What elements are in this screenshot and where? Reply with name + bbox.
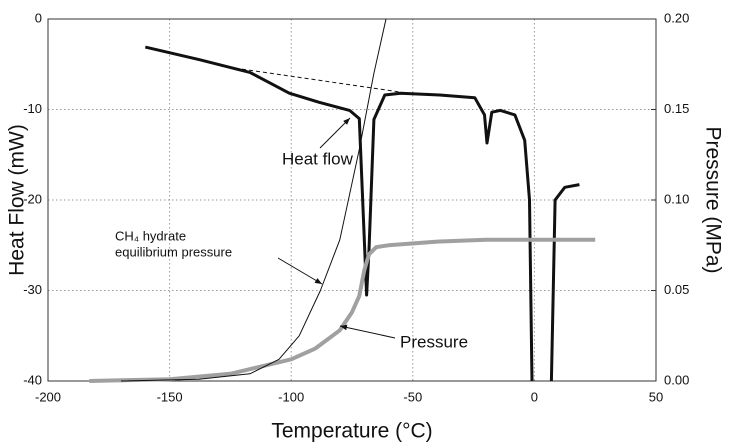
y-tick-label: -20 [23,191,42,206]
y2-tick-label: 0.10 [664,191,689,206]
annotation-arrow [277,257,323,285]
y2-tick-label: 0.15 [664,101,689,116]
y2-tick-label: 0.00 [664,372,689,387]
series-line [89,237,596,383]
x-tick-label: -200 [35,389,61,404]
x-tick-label: 50 [649,389,663,404]
annotation: CH₄ hydrate [115,228,186,243]
x-tick-label: 0 [531,389,538,404]
y2-axis-title: Pressure (MPa) [701,126,724,273]
series-line [144,45,580,382]
y-tick-label: -30 [23,282,42,297]
annotation-arrow [319,117,351,149]
annotation: equilibrium pressure [115,244,232,259]
annotation: Pressure [400,332,468,351]
y2-tick-label: 0.20 [664,10,689,25]
series-line [120,18,387,382]
annotation-arrow [339,324,396,339]
series-line [221,65,402,93]
x-axis-title: Temperature (°C) [271,420,432,443]
x-tick-label: -100 [278,389,304,404]
annotation: Heat flow [282,149,354,168]
y-axis-title: Heat Flow (mW) [6,124,29,276]
y-tick-label: -10 [23,101,42,116]
x-tick-label: -150 [157,389,183,404]
plot-frame [47,18,657,382]
y-tick-label: -40 [23,372,42,387]
y-tick-label: 0 [35,10,42,25]
y2-tick-label: 0.05 [664,282,689,297]
x-tick-label: -50 [403,389,422,404]
